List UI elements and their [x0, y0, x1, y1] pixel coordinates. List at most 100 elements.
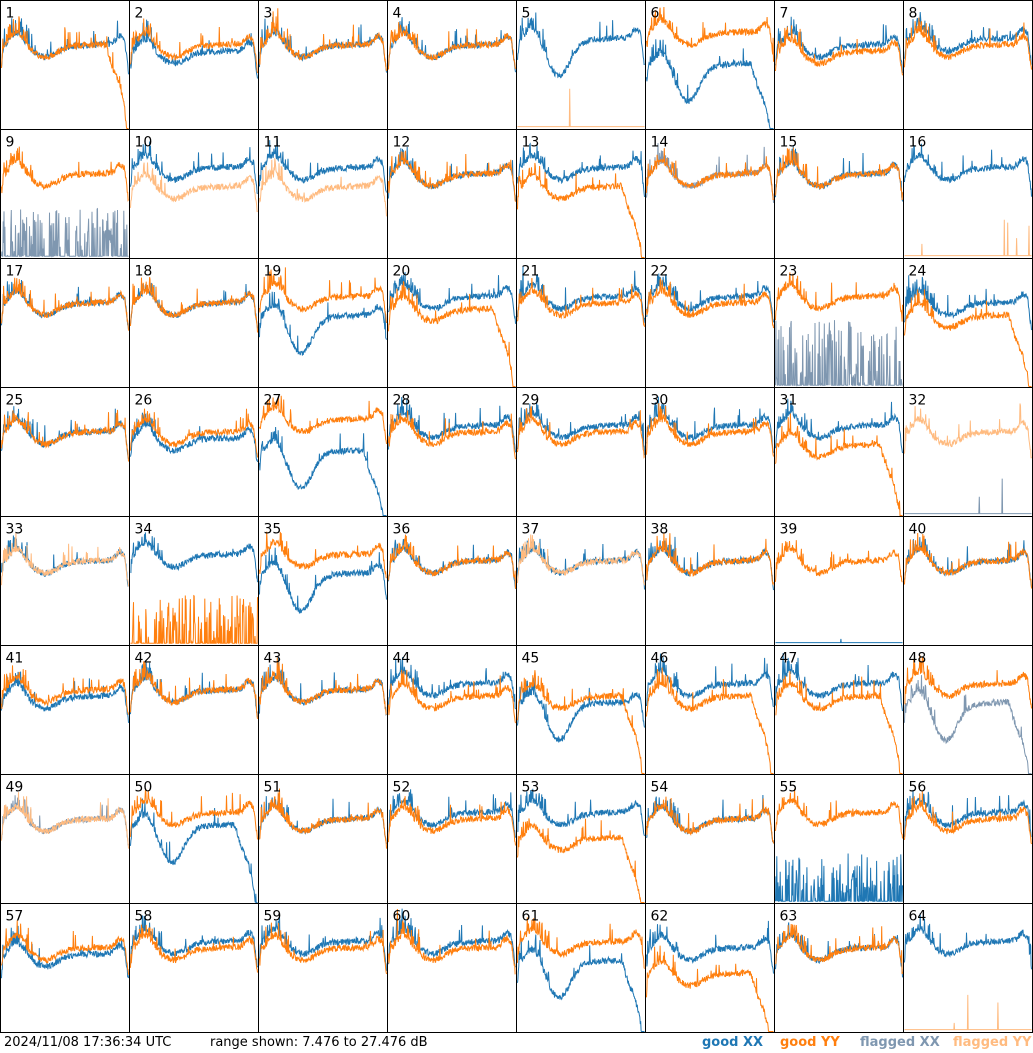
series-yy-line: [775, 671, 903, 774]
panel-label: 50: [135, 780, 153, 796]
panel-43: 43: [258, 645, 388, 775]
panel-frame: [774, 0, 904, 130]
series-yy-line: [1, 792, 129, 849]
panel-frame: [645, 0, 775, 130]
panel-label: 62: [651, 909, 669, 925]
panel-21: 21: [516, 258, 646, 388]
series-yy-line: [517, 406, 645, 459]
series-yy-line: [388, 281, 516, 387]
series-yy-line: [1, 920, 129, 975]
panel-63: 63: [774, 903, 904, 1033]
panel-frame: [258, 0, 388, 130]
panel-64: 64: [903, 903, 1033, 1033]
panel-frame: [516, 645, 646, 775]
panel-label: 56: [909, 780, 927, 796]
series-xx-line: [904, 275, 1032, 331]
series-yy-line: [775, 272, 903, 322]
series-xx-line: [517, 934, 645, 1032]
panel-8: 8: [903, 0, 1033, 130]
panel-label: 14: [651, 135, 669, 151]
panel-label: 48: [909, 651, 927, 667]
series-yy-line: [904, 289, 1032, 387]
panel-frame: [903, 774, 1033, 904]
series-yy-line: [1, 16, 129, 129]
panel-18: 18: [129, 258, 259, 388]
panel-11: 11: [258, 129, 388, 259]
series-yy-line: [517, 88, 645, 128]
series-yy-line: [130, 661, 258, 719]
series-xx-line: [775, 398, 903, 454]
panel-label: 2: [135, 6, 144, 22]
panel-34: 34: [129, 516, 259, 646]
panel-frame: [387, 0, 517, 130]
panel-label: 52: [393, 780, 411, 796]
panel-label: 24: [909, 264, 927, 280]
panel-label: 47: [780, 651, 798, 667]
panel-frame: [903, 0, 1033, 130]
panel-label: 36: [393, 522, 411, 538]
series-yy-line: [646, 532, 774, 586]
series-xx-line: [388, 397, 516, 453]
series-yy-line: [646, 6, 774, 62]
footer: 2024/11/08 17:36:34 UTC range shown: 7.4…: [0, 1033, 1033, 1053]
series-xx-line: [130, 798, 258, 903]
panel-frame: [645, 387, 775, 517]
panel-30: 30: [645, 387, 775, 517]
panel-label: 61: [522, 909, 540, 925]
series-yy-line: [775, 25, 903, 76]
series-yy-line: [388, 150, 516, 202]
series-xx-line: [646, 396, 774, 453]
panel-frame: [0, 903, 130, 1033]
panel-50: 50: [129, 774, 259, 904]
panel-4: 4: [387, 0, 517, 130]
series-yy-line: [259, 788, 387, 849]
panel-frame: [0, 774, 130, 904]
panel-59: 59: [258, 903, 388, 1033]
panel-label: 59: [264, 909, 282, 925]
panel-label: 39: [780, 522, 798, 538]
panel-label: 22: [651, 264, 669, 280]
series-xx-line: [259, 138, 387, 193]
panel-42: 42: [129, 645, 259, 775]
series-yy-line: [904, 791, 1032, 845]
panel-17: 17: [0, 258, 130, 388]
panel-frame: [129, 0, 259, 130]
panel-44: 44: [387, 645, 517, 775]
panel-label: 12: [393, 135, 411, 151]
panel-frame: [129, 258, 259, 388]
panel-label: 34: [135, 522, 153, 538]
panel-label: 42: [135, 651, 153, 667]
legend-good-xx: good XX: [702, 1035, 764, 1050]
series-xx-line: [517, 142, 645, 198]
panel-frame: [0, 516, 130, 646]
panel-frame: [387, 129, 517, 259]
panel-label: 51: [264, 780, 282, 796]
panel-label: 58: [135, 909, 153, 925]
legend-flagged-yy: flagged YY: [953, 1035, 1032, 1050]
series-yy-line: [517, 818, 645, 903]
panel-label: 33: [6, 522, 24, 538]
series-xx-line: [388, 272, 516, 324]
panel-28: 28: [387, 387, 517, 517]
panel-label: 18: [135, 264, 153, 280]
legend-flagged-xx: flagged XX: [860, 1035, 940, 1050]
panel-32: 32: [903, 387, 1033, 517]
panel-38: 38: [645, 516, 775, 646]
series-xx-line: [646, 39, 774, 129]
panel-frame: [645, 903, 775, 1033]
panel-label: 10: [135, 135, 153, 151]
series-xx-line: [646, 920, 774, 974]
panel-56: 56: [903, 774, 1033, 904]
series-yy-line: [130, 162, 258, 213]
series-yy-line: [1, 665, 129, 715]
series-xx-line: [904, 675, 1032, 774]
panel-label: 46: [651, 651, 669, 667]
panel-frame: [258, 129, 388, 259]
panel-label: 4: [393, 6, 402, 22]
series-xx-line: [775, 320, 903, 387]
series-yy-line: [259, 158, 387, 217]
panel-label: 16: [909, 135, 927, 151]
panel-3: 3: [258, 0, 388, 130]
timestamp: 2024/11/08 17:36:34 UTC: [4, 1035, 172, 1050]
panel-frame: [903, 387, 1033, 517]
